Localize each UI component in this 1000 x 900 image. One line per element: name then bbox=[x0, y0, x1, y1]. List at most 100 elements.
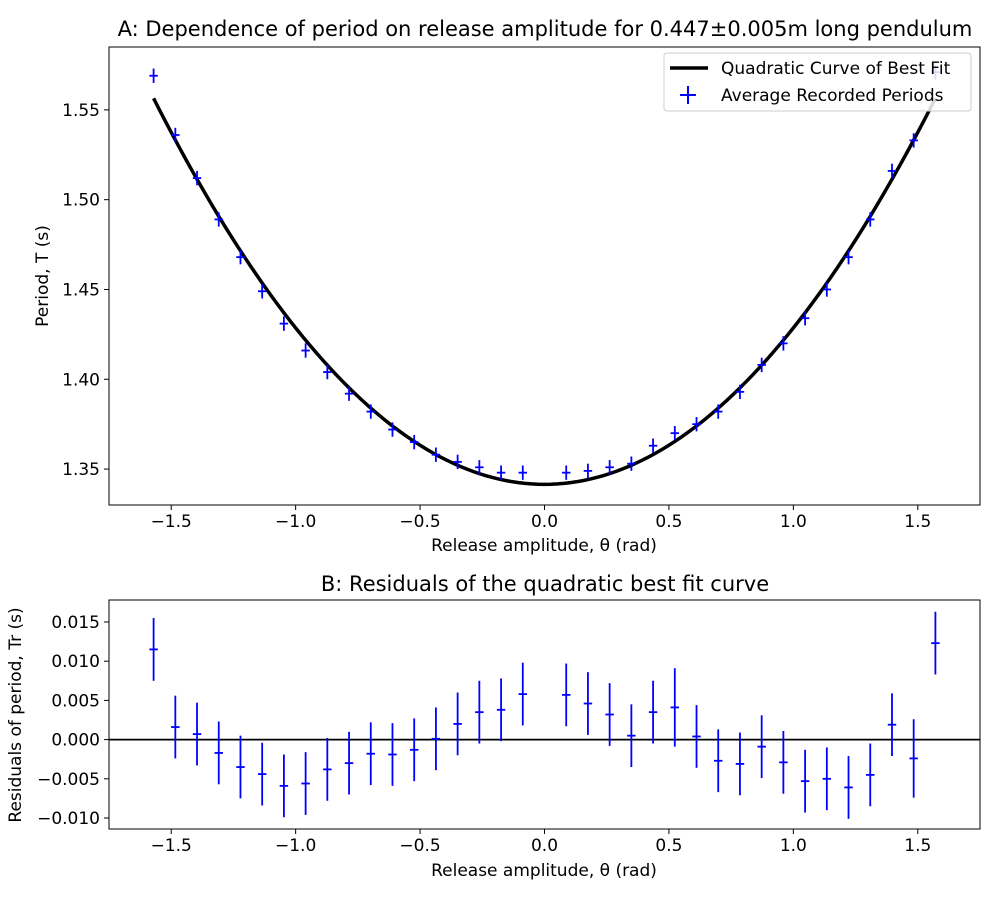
panel-b-y-ticks: −0.010 −0.005 0.000 0.005 0.010 0.015 bbox=[37, 613, 109, 829]
data-point bbox=[866, 743, 875, 807]
data-point bbox=[583, 672, 593, 735]
data-point bbox=[670, 425, 680, 441]
data-point bbox=[692, 416, 701, 432]
data-point bbox=[713, 404, 723, 419]
y-tick-label: −0.005 bbox=[37, 770, 100, 790]
data-point bbox=[735, 732, 745, 796]
data-point bbox=[431, 447, 441, 462]
data-point bbox=[344, 731, 354, 795]
data-point bbox=[192, 702, 202, 766]
data-point bbox=[844, 756, 853, 819]
legend-fit-label: Quadratic Curve of Best Fit bbox=[721, 59, 951, 79]
data-point bbox=[648, 438, 658, 453]
data-point bbox=[670, 668, 680, 747]
panel-a-plot-frame bbox=[108, 46, 981, 506]
panel-a-y-ticks: 1.35 1.40 1.45 1.50 1.55 bbox=[62, 101, 109, 480]
panel-b-residuals: B: Residuals of the quadratic best fit c… bbox=[6, 572, 981, 881]
data-point bbox=[561, 465, 571, 480]
data-point bbox=[171, 695, 180, 759]
panel-a-x-ticks: −1.5 −1.0 −0.5 0.0 0.5 1.0 1.5 bbox=[151, 505, 931, 532]
data-point bbox=[518, 662, 528, 726]
data-point bbox=[887, 693, 897, 757]
data-point bbox=[431, 707, 441, 771]
data-point bbox=[475, 680, 484, 744]
y-tick-label: 1.35 bbox=[62, 460, 100, 480]
x-tick-label: −1.5 bbox=[151, 836, 192, 856]
panel-a-y-axis-label: Period, T (s) bbox=[33, 225, 53, 327]
data-point bbox=[301, 752, 310, 815]
data-point bbox=[236, 249, 245, 265]
panel-b-x-ticks: −1.5 −1.0 −0.5 0.0 0.5 1.0 1.5 bbox=[151, 829, 931, 856]
data-point bbox=[409, 434, 419, 450]
y-tick-label: −0.010 bbox=[37, 809, 100, 829]
data-point bbox=[648, 680, 658, 744]
data-point bbox=[344, 386, 354, 401]
data-point bbox=[583, 463, 593, 479]
data-point bbox=[735, 384, 745, 400]
data-point bbox=[713, 729, 723, 793]
x-tick-label: −1.0 bbox=[275, 836, 316, 856]
x-tick-label: 1.0 bbox=[780, 836, 807, 856]
x-tick-label: 0.5 bbox=[655, 512, 682, 532]
data-point bbox=[909, 719, 918, 798]
panel-b-title: B: Residuals of the quadratic best fit c… bbox=[321, 572, 769, 596]
data-point bbox=[323, 738, 332, 801]
data-point bbox=[627, 704, 636, 768]
panel-a-x-axis-label: Release amplitude, θ (rad) bbox=[431, 536, 657, 556]
data-point bbox=[931, 611, 940, 675]
y-tick-label: 1.40 bbox=[62, 370, 100, 390]
data-point bbox=[257, 284, 267, 299]
data-point bbox=[366, 722, 376, 786]
x-tick-label: 1.5 bbox=[904, 836, 931, 856]
data-point bbox=[627, 456, 636, 471]
data-point bbox=[692, 705, 701, 768]
data-point bbox=[800, 311, 810, 326]
data-point bbox=[844, 249, 853, 265]
panel-b-y-axis-label: Residuals of period, Tr (s) bbox=[6, 607, 26, 822]
x-tick-label: 0.0 bbox=[531, 836, 558, 856]
x-tick-label: 0.0 bbox=[531, 512, 558, 532]
panel-b-plot-frame bbox=[108, 599, 981, 830]
x-tick-label: 1.5 bbox=[904, 512, 931, 532]
panel-a-title: A: Dependence of period on release ampli… bbox=[118, 17, 973, 41]
data-point bbox=[366, 404, 376, 419]
data-point bbox=[171, 127, 180, 143]
data-point bbox=[779, 336, 788, 351]
panel-b-x-axis-label: Release amplitude, θ (rad) bbox=[431, 861, 657, 881]
data-point bbox=[800, 749, 810, 813]
y-tick-label: 1.50 bbox=[62, 191, 100, 211]
x-tick-label: −1.0 bbox=[275, 512, 316, 532]
data-point bbox=[757, 715, 766, 779]
x-tick-label: −0.5 bbox=[399, 836, 440, 856]
data-point bbox=[236, 735, 245, 799]
legend-box bbox=[663, 52, 972, 112]
y-tick-label: 0.000 bbox=[51, 731, 100, 751]
y-tick-label: 1.45 bbox=[62, 280, 100, 300]
data-point bbox=[822, 747, 832, 811]
data-point bbox=[323, 364, 332, 380]
data-point bbox=[496, 678, 506, 742]
data-point bbox=[279, 754, 289, 818]
data-point bbox=[388, 422, 397, 437]
data-point bbox=[388, 723, 397, 786]
x-tick-label: 1.0 bbox=[780, 512, 807, 532]
data-point bbox=[779, 730, 788, 794]
y-tick-label: 0.010 bbox=[51, 652, 100, 672]
data-point bbox=[757, 357, 766, 373]
data-point bbox=[214, 721, 223, 785]
data-point bbox=[822, 282, 832, 297]
y-tick-label: 0.005 bbox=[51, 691, 100, 711]
y-tick-label: 0.015 bbox=[51, 613, 100, 633]
data-point bbox=[149, 618, 158, 681]
data-point bbox=[453, 692, 462, 756]
data-point bbox=[475, 460, 484, 475]
data-point bbox=[192, 170, 202, 186]
y-tick-label: 1.55 bbox=[62, 101, 100, 121]
data-point bbox=[866, 212, 875, 227]
data-point bbox=[257, 742, 267, 806]
x-tick-label: −0.5 bbox=[399, 512, 440, 532]
data-point bbox=[605, 460, 614, 475]
data-point bbox=[279, 316, 289, 331]
panel-b-points-layer bbox=[149, 611, 940, 819]
